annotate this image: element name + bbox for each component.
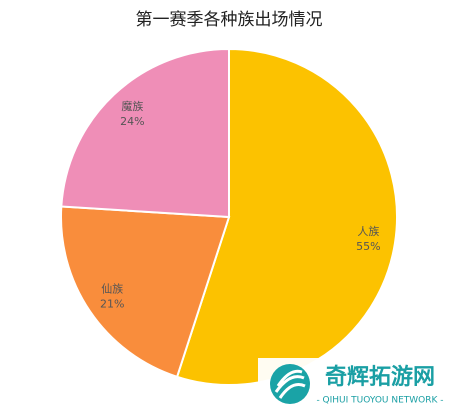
watermark-logo [270, 364, 310, 404]
slice-value-label: 24% [120, 115, 144, 128]
slice-value-label: 55% [356, 240, 380, 253]
watermark-title: 奇辉拓游网 [325, 364, 435, 390]
watermark-logo-lines [274, 369, 306, 399]
slice-label: 魔族 [121, 99, 143, 113]
slice-label: 人族 [357, 224, 379, 238]
chart-title: 第一赛季各种族出场情况 [136, 9, 323, 30]
pie-slice [60, 205, 231, 379]
slice-value-label: 21% [100, 297, 124, 310]
watermark: 奇辉拓游网 - QIHUI TUOYOU NETWORK - [258, 358, 458, 410]
slice-label: 仙族 [101, 281, 123, 295]
pie-slice [60, 47, 230, 219]
watermark-subtitle: - QIHUI TUOYOU NETWORK - [316, 396, 443, 406]
